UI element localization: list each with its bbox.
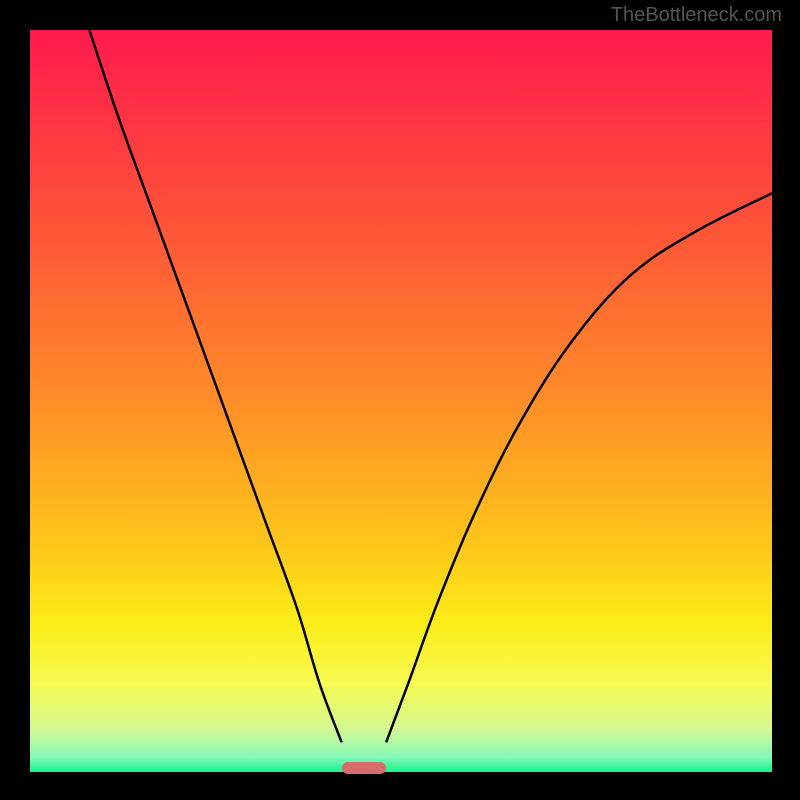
watermark-text: TheBottleneck.com [611,4,782,27]
left-curve [89,30,341,742]
plot-background [30,30,772,772]
bottom-marker [342,762,387,774]
chart-curves [30,30,772,772]
right-curve [386,193,772,742]
